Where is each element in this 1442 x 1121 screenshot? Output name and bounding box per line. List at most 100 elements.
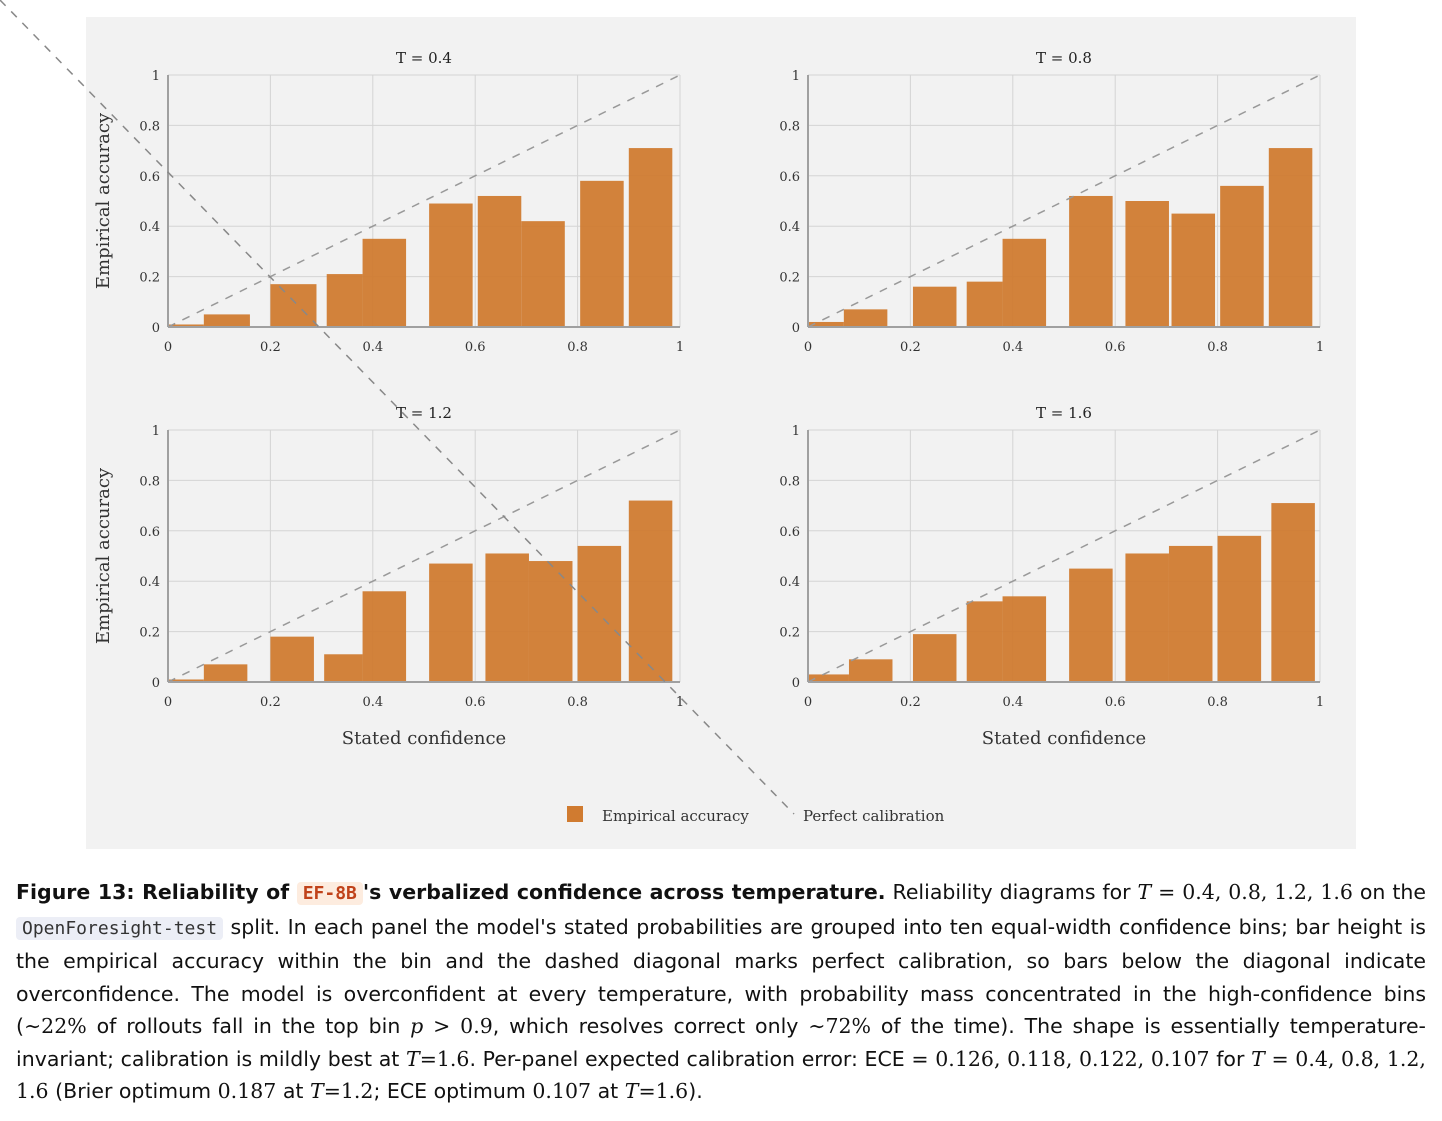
panel-t08: 0 0.2 0.4 0.6 0.8 1 0 0.2 0.4 0.6 0.8 1 T = 0.8	[779, 49, 1324, 355]
accuracy-bar	[1271, 503, 1315, 682]
y-axis-label: Empirical accuracy	[93, 112, 114, 289]
caption-math: > 0.9	[433, 1014, 493, 1038]
caption-math: =1.6	[419, 1046, 470, 1071]
accuracy-bar	[429, 203, 473, 327]
x-tick-label: 0	[164, 340, 172, 355]
y-tick-label: 0.2	[139, 626, 160, 641]
x-tick-label: 0	[804, 340, 812, 355]
legend-bar-swatch	[567, 806, 583, 822]
accuracy-bar	[168, 679, 204, 682]
x-tick-label: 0.6	[465, 340, 486, 355]
caption-text: (Brier optimum	[55, 1079, 212, 1103]
accuracy-bar	[1125, 201, 1169, 327]
caption-math: ∼72%	[808, 1014, 872, 1038]
y-tick-label: 0.2	[139, 271, 160, 286]
accuracy-bar	[1168, 545, 1213, 682]
panel-title: T = 1.2	[396, 404, 452, 422]
caption-text: , which resolves correct only	[492, 1014, 799, 1038]
y-tick-label: 0.2	[779, 626, 800, 641]
caption-split-name: OpenForesight-test	[16, 916, 224, 940]
caption-text: . Per-panel expected calibration error: …	[469, 1046, 929, 1071]
caption-math: = 0.4, 0.8, 1.2, 1.6	[16, 1046, 1426, 1104]
x-tick-label: 0.2	[260, 340, 281, 355]
legend-line-swatch	[0, 0, 795, 815]
caption-math: ∼22%	[24, 1014, 87, 1038]
accuracy-bar	[1069, 568, 1113, 682]
legend: Empirical accuracy Perfect calibration	[0, 0, 945, 825]
accuracy-bar	[912, 634, 957, 682]
y-axis-label: Empirical accuracy	[93, 467, 114, 644]
accuracy-bar	[843, 309, 888, 327]
caption-text: Reliability diagrams for	[892, 880, 1131, 904]
y-tick-label: 0.8	[779, 119, 800, 134]
caption-text: ; ECE optimum	[373, 1079, 526, 1103]
caption-math: = 0.4, 0.8, 1.2, 1.6	[1158, 880, 1353, 904]
x-tick-label: 0.4	[362, 695, 383, 710]
x-axis-label: Stated confidence	[982, 728, 1146, 749]
accuracy-bar	[270, 284, 317, 327]
x-tick-label: 1	[1316, 695, 1324, 710]
x-tick-label: 0.6	[465, 695, 486, 710]
accuracy-bar	[168, 324, 204, 327]
accuracy-bar	[1002, 238, 1047, 327]
accuracy-bar	[528, 561, 573, 682]
y-tick-label: 0.8	[139, 474, 160, 489]
x-tick-label: 0.8	[1207, 695, 1228, 710]
y-tick-label: 0.6	[139, 170, 160, 185]
caption-math: p	[410, 1014, 424, 1038]
caption-text: at	[282, 1079, 304, 1103]
x-tick-label: 0.2	[900, 695, 921, 710]
accuracy-bar	[1217, 535, 1262, 682]
y-tick-label: 0.4	[779, 575, 800, 590]
accuracy-bar	[326, 274, 363, 327]
x-tick-label: 1	[676, 340, 684, 355]
accuracy-bar	[270, 636, 314, 682]
caption-math: 0.187	[217, 1079, 277, 1103]
figure-caption: Figure 13: Reliability of EF-8B's verbal…	[16, 876, 1426, 1108]
accuracy-bar	[362, 591, 407, 682]
x-tick-label: 0.6	[1105, 695, 1126, 710]
caption-math: =1.2	[323, 1079, 374, 1103]
caption-math: T	[310, 1079, 324, 1103]
caption-text: ).	[688, 1079, 703, 1103]
y-tick-label: 0.8	[779, 474, 800, 489]
figure-panel	[86, 17, 1356, 849]
x-tick-label: 0.4	[362, 340, 383, 355]
caption-math: =1.6	[638, 1079, 689, 1103]
accuracy-bar	[429, 563, 473, 682]
accuracy-bar	[203, 664, 248, 682]
caption-math: T	[1251, 1046, 1265, 1071]
y-tick-label: 1	[792, 69, 800, 84]
accuracy-bar	[1002, 596, 1047, 682]
panel-title: T = 1.6	[1036, 404, 1092, 422]
caption-math: T	[406, 1046, 420, 1071]
accuracy-bar	[1171, 213, 1216, 327]
accuracy-bar	[1220, 185, 1264, 327]
caption-math: T	[1137, 880, 1152, 904]
x-tick-label: 1	[1316, 340, 1324, 355]
x-tick-label: 0.8	[1207, 340, 1228, 355]
x-tick-label: 0.6	[1105, 340, 1126, 355]
caption-text: split. In each panel the model's stated …	[16, 914, 1426, 1039]
x-tick-label: 0.2	[260, 695, 281, 710]
accuracy-bar	[324, 654, 363, 682]
accuracy-bar	[848, 659, 893, 682]
panel-title: T = 0.8	[1036, 49, 1092, 67]
caption-text: for	[1216, 1046, 1245, 1071]
caption-text: of rollouts fall in the top bin	[96, 1014, 401, 1038]
y-tick-label: 0.4	[139, 220, 160, 235]
caption-text: at	[597, 1079, 619, 1103]
accuracy-bar	[577, 545, 622, 682]
caption-text: of the time). The shape is essentially t…	[16, 1014, 1426, 1071]
y-tick-label: 0	[792, 321, 800, 336]
x-tick-label: 0.4	[1002, 695, 1023, 710]
x-tick-label: 0.8	[567, 340, 588, 355]
y-tick-label: 0.6	[139, 525, 160, 540]
caption-model-name: EF-8B	[296, 882, 363, 905]
accuracy-bar	[628, 148, 673, 327]
accuracy-bar	[477, 195, 522, 327]
accuracy-bar	[580, 180, 624, 327]
reliability-diagrams-figure: 0 0.2 0.4 0.6 0.8 100.20.40.60.81T = 0.4Empir…	[0, 0, 1324, 825]
panel-t16: 0 0.2 0.4 0.6 0.8 1 0 0.2 0.4 0.6 0.8 1 T = 1.6 State…	[779, 404, 1324, 749]
y-tick-label: 0	[792, 676, 800, 691]
